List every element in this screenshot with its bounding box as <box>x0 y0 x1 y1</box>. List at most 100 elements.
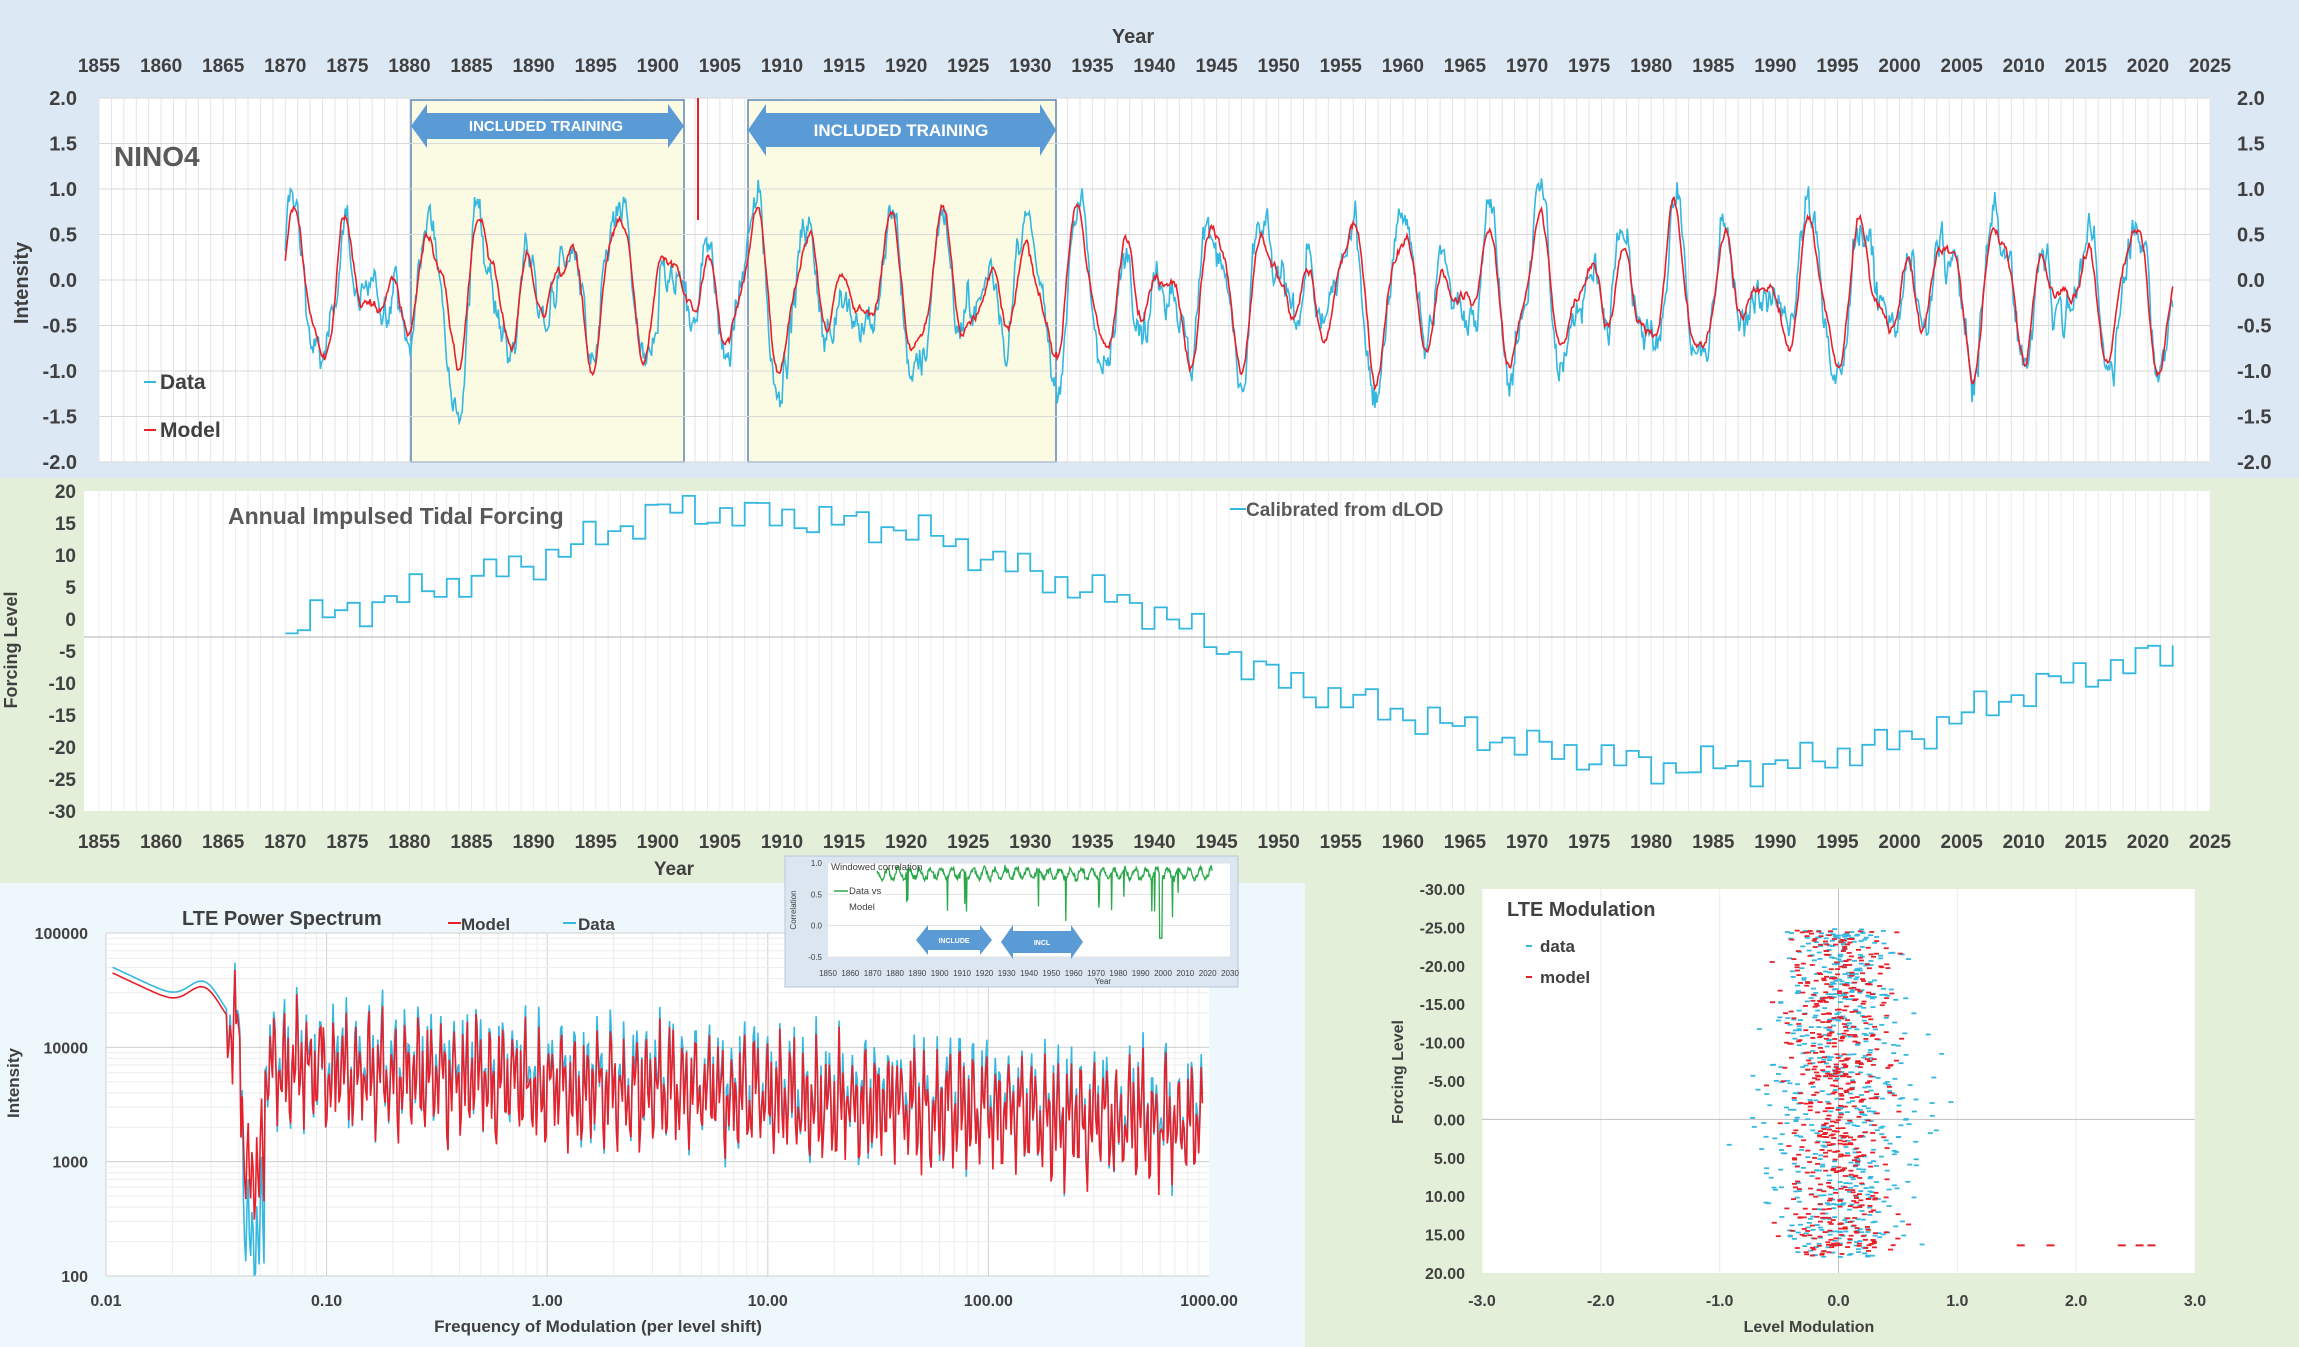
nino4-x-tick: 1870 <box>264 56 306 77</box>
nino4-model-series <box>284 195 2174 392</box>
forcing-x-tick: 1915 <box>823 832 866 853</box>
forcing-x-tick: 2020 <box>2127 832 2169 853</box>
spectrum-x-tick: 0.10 <box>311 1293 342 1310</box>
inset-y-tick: -0.5 <box>808 953 822 962</box>
forcing-x-tick: 1880 <box>388 832 430 853</box>
nino4-y-tick: 0.0 <box>49 270 77 292</box>
training-arrow-2: INCLUDED TRAINING <box>748 104 1056 156</box>
nino4-x-tick: 1905 <box>699 56 742 77</box>
inset-y-tick: 1.0 <box>811 859 823 868</box>
forcing-x-tick: 2010 <box>2003 832 2045 853</box>
modulation-y-tick: 0.00 <box>1434 1112 1465 1129</box>
nino4-x-tick: 1935 <box>1071 56 1114 77</box>
modulation-grid <box>1481 889 2196 1273</box>
nino4-y-tick: -1.5 <box>43 407 77 429</box>
nino4-y-tick-right: -0.5 <box>2237 316 2271 338</box>
forcing-x-tick: 1950 <box>1258 832 1300 853</box>
legend-data-label: Data <box>160 371 206 394</box>
forcing-x-tick: 1990 <box>1754 832 1796 853</box>
modulation-y-tick: -10.00 <box>1420 1036 1465 1053</box>
nino4-y-tick-right: 2.0 <box>2237 88 2265 110</box>
nino4-y-tick: 1.5 <box>49 134 77 156</box>
inset-title: Windowed correlation <box>831 862 922 873</box>
inset-x-tick: 1850 <box>819 969 837 978</box>
forcing-x-tick: 2025 <box>2189 832 2232 853</box>
inset-y-tick: 0.0 <box>811 922 823 931</box>
modulation-legend-model: model <box>1540 968 1590 987</box>
forcing-x-tick: 1860 <box>140 832 182 853</box>
forcing-x-tick: 1980 <box>1630 832 1672 853</box>
modulation-x-title: Level Modulation <box>1744 1319 1875 1336</box>
nino4-x-tick: 1920 <box>885 56 927 77</box>
nino4-x-ticks: 1855 1860 1865 1870 1875 1880 1885 1890 1895 1900… <box>78 56 2232 77</box>
modulation-legend-data: data <box>1540 937 1576 956</box>
forcing-x-tick: 2015 <box>2065 832 2108 853</box>
inset-x-tick: 2020 <box>1199 969 1217 978</box>
modulation-model-series <box>1764 929 2156 1257</box>
inset-x-tick: 2010 <box>1176 969 1194 978</box>
nino4-y-tick-right: -1.0 <box>2237 361 2271 383</box>
modulation-x-tick: 0.0 <box>1827 1293 1849 1310</box>
inset-x-tick: 1920 <box>975 969 993 978</box>
inset-x-tick: 1870 <box>864 969 882 978</box>
modulation-x-tick: 1.0 <box>1946 1293 1968 1310</box>
nino4-x-tick: 2025 <box>2189 56 2232 77</box>
modulation-x-tick: -3.0 <box>1468 1293 1496 1310</box>
spectrum-x-tick: 10.00 <box>748 1293 788 1310</box>
nino4-y-tick-right: -2.0 <box>2237 452 2271 474</box>
nino4-x-tick: 1930 <box>1009 56 1051 77</box>
modulation-y-tick: 15.00 <box>1425 1228 1465 1245</box>
nino4-x-tick: 1955 <box>1320 56 1363 77</box>
modulation-x-ticks: -3.0 -2.0 -1.0 0.0 1.0 2.0 3.0 <box>1468 1293 2206 1310</box>
spectrum-x-tick: 0.01 <box>90 1293 121 1310</box>
inset-x-tick: 1880 <box>886 969 904 978</box>
modulation-x-tick: 3.0 <box>2184 1293 2206 1310</box>
nino4-y-tick-right: 0.0 <box>2237 270 2265 292</box>
forcing-x-tick: 1985 <box>1692 832 1735 853</box>
nino4-y-tick: -0.5 <box>43 316 77 338</box>
nino4-x-tick: 1975 <box>1568 56 1611 77</box>
nino4-x-tick: 2020 <box>2127 56 2169 77</box>
nino4-x-tick: 1925 <box>947 56 990 77</box>
forcing-x-tick: 1925 <box>947 832 990 853</box>
inset-x-tick: 1860 <box>841 969 859 978</box>
forcing-x-tick: 1895 <box>575 832 618 853</box>
nino4-grid <box>99 97 2210 463</box>
forcing-legend-label: Calibrated from dLOD <box>1246 500 1443 521</box>
forcing-x-tick: 1870 <box>264 832 306 853</box>
forcing-x-tick: 1940 <box>1133 832 1175 853</box>
spectrum-y-ticks: 100000 10000 1000 100 <box>35 926 88 1286</box>
forcing-y-tick: 15 <box>55 514 77 535</box>
svg-text:INCL: INCL <box>1034 940 1051 947</box>
inset-arrow-incl: INCL <box>1001 925 1083 959</box>
spectrum-x-ticks: 0.01 0.10 1.00 10.00 100.00 1000.00 <box>90 1293 1238 1310</box>
forcing-y-tick: 5 <box>65 578 76 599</box>
nino4-x-tick: 1910 <box>761 56 803 77</box>
inset-x-tick: 1970 <box>1087 969 1105 978</box>
forcing-x-tick: 1945 <box>1195 832 1238 853</box>
forcing-y-tick: 0 <box>65 610 76 631</box>
nino4-x-tick: 1940 <box>1133 56 1175 77</box>
forcing-x-tick: 1965 <box>1444 832 1487 853</box>
spectrum-model-series <box>112 969 1204 1220</box>
nino4-y-title: Intensity <box>11 241 33 324</box>
spectrum-x-tick: 1.00 <box>532 1293 563 1310</box>
nino4-x-tick: 1900 <box>637 56 679 77</box>
forcing-series <box>285 494 2174 788</box>
nino4-x-tick: 1965 <box>1444 56 1487 77</box>
forcing-y-tick: -30 <box>49 802 76 823</box>
nino4-x-tick: 1890 <box>512 56 554 77</box>
nino4-y-tick-right: 1.5 <box>2237 134 2265 156</box>
nino4-y-tick-right: 0.5 <box>2237 225 2265 247</box>
forcing-x-ticks: 1855 1860 1865 1870 1875 1880 1885 1890 1895 1900… <box>78 832 2232 853</box>
nino4-x-tick: 1915 <box>823 56 866 77</box>
modulation-y-tick: -20.00 <box>1420 959 1465 976</box>
inset-x-tick: 1990 <box>1132 969 1150 978</box>
forcing-x-tick: 1885 <box>450 832 493 853</box>
inset-grid <box>828 862 1230 958</box>
nino4-y-tick: -2.0 <box>43 452 77 474</box>
spectrum-y-tick: 100 <box>61 1269 88 1286</box>
inset-x-tick: 1980 <box>1109 969 1127 978</box>
svg-text:INCLUDED TRAINING: INCLUDED TRAINING <box>469 118 623 135</box>
nino4-x-tick: 2010 <box>2003 56 2045 77</box>
